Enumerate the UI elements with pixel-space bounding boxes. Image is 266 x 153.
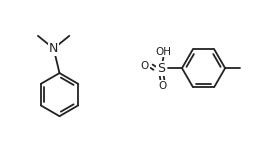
Text: S: S xyxy=(157,62,165,75)
Text: O: O xyxy=(141,61,149,71)
Text: OH: OH xyxy=(155,47,171,56)
Text: O: O xyxy=(158,81,167,91)
Text: N: N xyxy=(49,42,58,55)
